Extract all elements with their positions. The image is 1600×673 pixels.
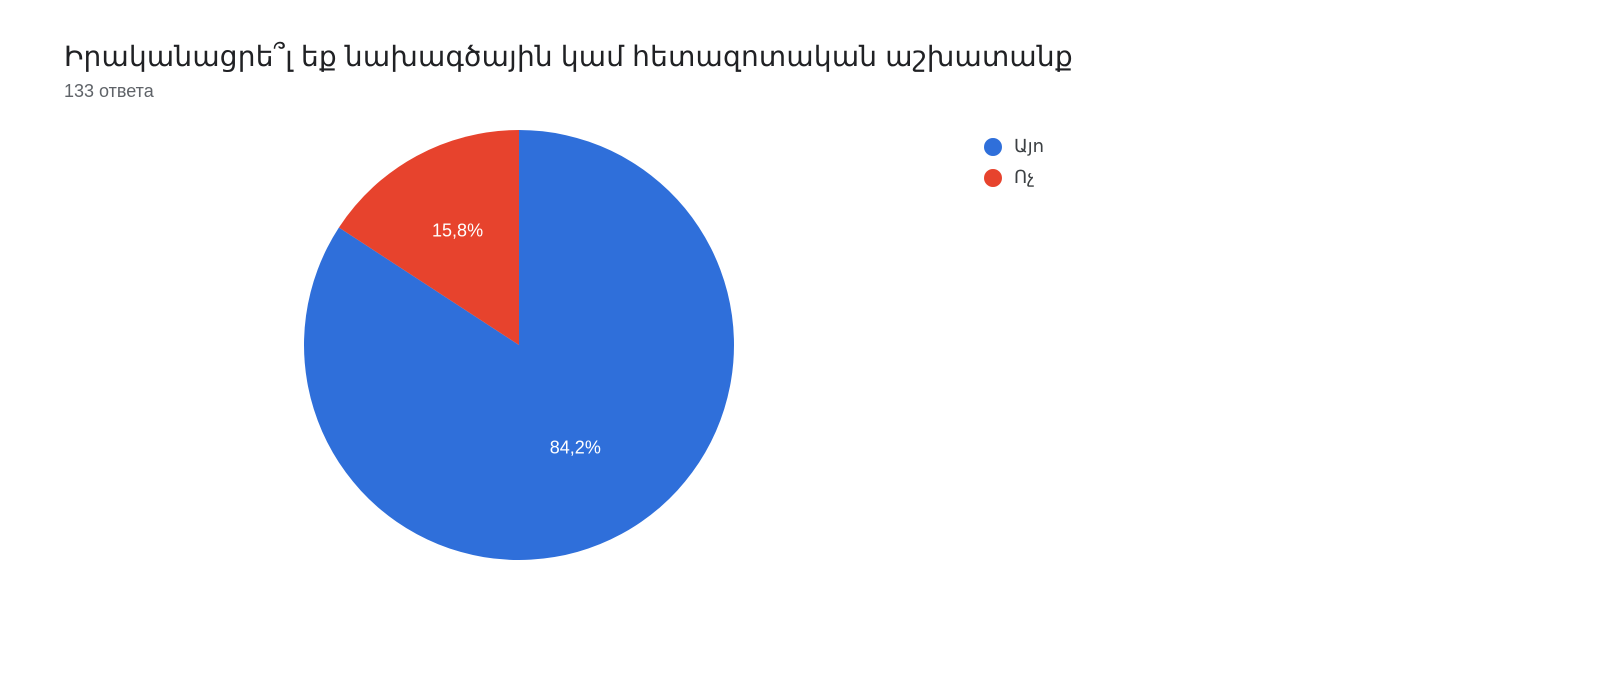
chart-area: 84,2% 15,8% Այո Ոչ [64, 130, 1536, 610]
legend-swatch-yes [984, 138, 1002, 156]
chart-container: Իրականացրե՞լ եք նախագծային կամ հետազոտակ… [0, 0, 1600, 673]
chart-title: Իրականացրե՞լ եք նախագծային կամ հետազոտակ… [64, 40, 1536, 73]
pie-wrap: 84,2% 15,8% [304, 130, 734, 560]
pie-chart: 84,2% 15,8% [304, 130, 734, 560]
legend-swatch-no [984, 169, 1002, 187]
legend-label-yes: Այո [1014, 136, 1044, 157]
legend-item-no: Ոչ [984, 167, 1044, 188]
legend: Այո Ոչ [984, 136, 1044, 188]
chart-subtitle: 133 ответа [64, 81, 1536, 102]
pie-slice-label: 15,8% [432, 220, 483, 240]
legend-label-no: Ոչ [1014, 167, 1034, 188]
pie-slice-label: 84,2% [550, 438, 601, 458]
legend-item-yes: Այո [984, 136, 1044, 157]
